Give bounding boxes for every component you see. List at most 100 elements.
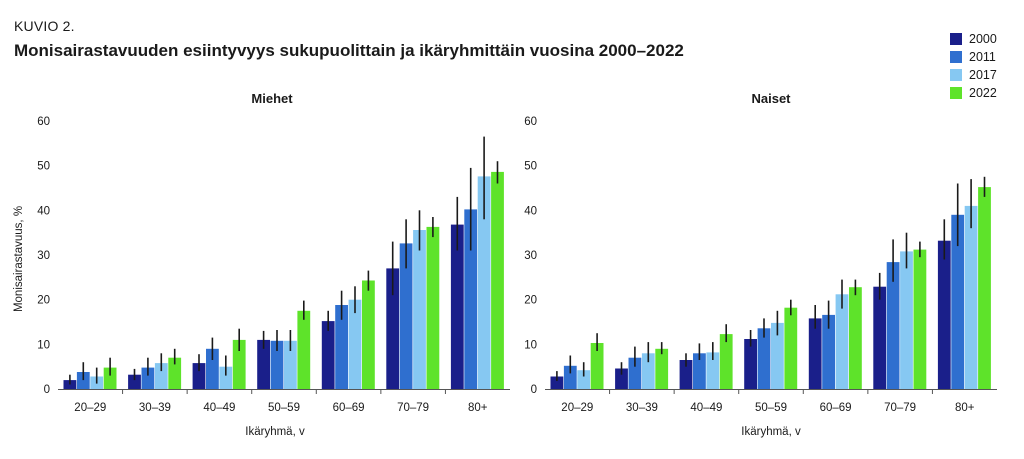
y-tick-label: 50 bbox=[37, 161, 50, 173]
bar-2011 bbox=[141, 367, 155, 389]
legend-swatch bbox=[950, 33, 962, 45]
bar-2017 bbox=[641, 353, 655, 389]
bar-2017 bbox=[835, 294, 849, 389]
bar-2011 bbox=[628, 357, 642, 389]
bar-2000 bbox=[679, 360, 693, 389]
bar-2011 bbox=[693, 353, 706, 389]
x-tick-label: 30–39 bbox=[139, 402, 171, 414]
bar-2022 bbox=[362, 280, 375, 389]
legend-label: 2017 bbox=[969, 68, 997, 82]
x-tick-label: 60–69 bbox=[333, 402, 365, 414]
bar-2017 bbox=[900, 251, 913, 389]
bar-2022 bbox=[491, 171, 504, 389]
legend: 2000 2011 2017 2022 bbox=[950, 30, 997, 102]
figure-label: KUVIO 2. bbox=[14, 18, 75, 34]
bar-2022 bbox=[913, 249, 927, 389]
x-tick-label: 20–29 bbox=[561, 402, 593, 414]
bar-2000 bbox=[744, 339, 757, 389]
y-tick-label: 0 bbox=[44, 384, 50, 396]
figure-title: Monisairastavuuden esiintyvyys sukupuoli… bbox=[14, 41, 684, 60]
y-tick-label: 10 bbox=[524, 339, 537, 351]
bar-2011 bbox=[464, 209, 478, 389]
bar-2000 bbox=[873, 286, 887, 389]
y-tick-label: 40 bbox=[37, 205, 50, 217]
bar-2000 bbox=[808, 318, 822, 389]
legend-swatch bbox=[950, 51, 962, 63]
x-tick-label: 80+ bbox=[468, 402, 488, 414]
x-axis-label: Ikäryhmä, v bbox=[245, 426, 305, 438]
y-tick-label: 40 bbox=[524, 205, 537, 217]
legend-item-2000: 2000 bbox=[950, 30, 997, 48]
x-tick-label: 50–59 bbox=[755, 402, 787, 414]
bar-2022 bbox=[297, 310, 311, 389]
y-axis-label: Monisairastavuus, % bbox=[13, 206, 25, 312]
y-tick-label: 20 bbox=[37, 295, 50, 307]
y-tick-label: 10 bbox=[37, 339, 50, 351]
x-tick-label: 70–79 bbox=[397, 402, 429, 414]
bar-2000 bbox=[257, 339, 270, 389]
bar-2000 bbox=[386, 268, 400, 389]
bar-2022 bbox=[232, 339, 246, 389]
legend-item-2017: 2017 bbox=[950, 66, 997, 84]
legend-swatch bbox=[950, 87, 962, 99]
bar-2000 bbox=[321, 321, 335, 389]
y-tick-label: 60 bbox=[524, 116, 537, 128]
legend-label: 2022 bbox=[969, 86, 997, 100]
y-tick-label: 30 bbox=[524, 250, 537, 262]
y-tick-label: 30 bbox=[37, 250, 50, 262]
y-tick-label: 20 bbox=[524, 295, 537, 307]
x-tick-label: 50–59 bbox=[268, 402, 300, 414]
x-tick-label: 30–39 bbox=[626, 402, 658, 414]
bar-2022 bbox=[103, 367, 117, 389]
bar-2011 bbox=[822, 314, 835, 389]
bar-2017 bbox=[577, 370, 591, 389]
x-tick-label: 60–69 bbox=[820, 402, 852, 414]
bar-2017 bbox=[706, 352, 720, 389]
bar-2000 bbox=[615, 368, 628, 389]
x-tick-label: 70–79 bbox=[884, 402, 916, 414]
bar-2011 bbox=[76, 372, 90, 389]
bar-2011 bbox=[757, 328, 771, 389]
bar-2000 bbox=[192, 363, 206, 389]
y-tick-label: 0 bbox=[531, 384, 537, 396]
bar-2022 bbox=[849, 287, 862, 389]
panel-title: Miehet bbox=[251, 91, 293, 106]
legend-item-2011: 2011 bbox=[950, 48, 997, 66]
bar-2011 bbox=[886, 262, 900, 389]
x-tick-label: 40–49 bbox=[203, 402, 235, 414]
bar-2017 bbox=[413, 230, 426, 389]
bar-2022 bbox=[655, 348, 669, 389]
bar-2022 bbox=[719, 334, 733, 389]
bar-2011 bbox=[951, 214, 965, 389]
bar-2017 bbox=[964, 205, 978, 389]
bar-2022 bbox=[978, 187, 991, 389]
bar-2011 bbox=[399, 243, 413, 389]
bar-2022 bbox=[784, 307, 798, 389]
bar-2022 bbox=[590, 343, 604, 389]
legend-label: 2000 bbox=[969, 32, 997, 46]
y-tick-label: 50 bbox=[524, 161, 537, 173]
bar-2011 bbox=[563, 365, 577, 389]
bar-2022 bbox=[426, 226, 440, 389]
bar-2017 bbox=[154, 363, 168, 389]
legend-swatch bbox=[950, 69, 962, 81]
bar-2000 bbox=[450, 224, 464, 389]
bar-2000 bbox=[63, 380, 77, 389]
y-tick-label: 60 bbox=[37, 116, 50, 128]
bar-2000 bbox=[128, 374, 141, 389]
x-axis-label: Ikäryhmä, v bbox=[741, 426, 801, 438]
panel-title: Naiset bbox=[751, 91, 791, 106]
bar-2011 bbox=[270, 340, 284, 389]
x-tick-label: 40–49 bbox=[690, 402, 722, 414]
bar-2017 bbox=[348, 299, 362, 389]
x-tick-label: 20–29 bbox=[74, 402, 106, 414]
bar-2017 bbox=[284, 340, 297, 389]
bar-2000 bbox=[937, 240, 951, 389]
legend-label: 2011 bbox=[969, 50, 996, 64]
bar-2017 bbox=[477, 176, 491, 389]
bar-2011 bbox=[335, 305, 348, 389]
bar-2011 bbox=[206, 348, 219, 389]
legend-item-2022: 2022 bbox=[950, 84, 997, 102]
x-tick-label: 80+ bbox=[955, 402, 975, 414]
